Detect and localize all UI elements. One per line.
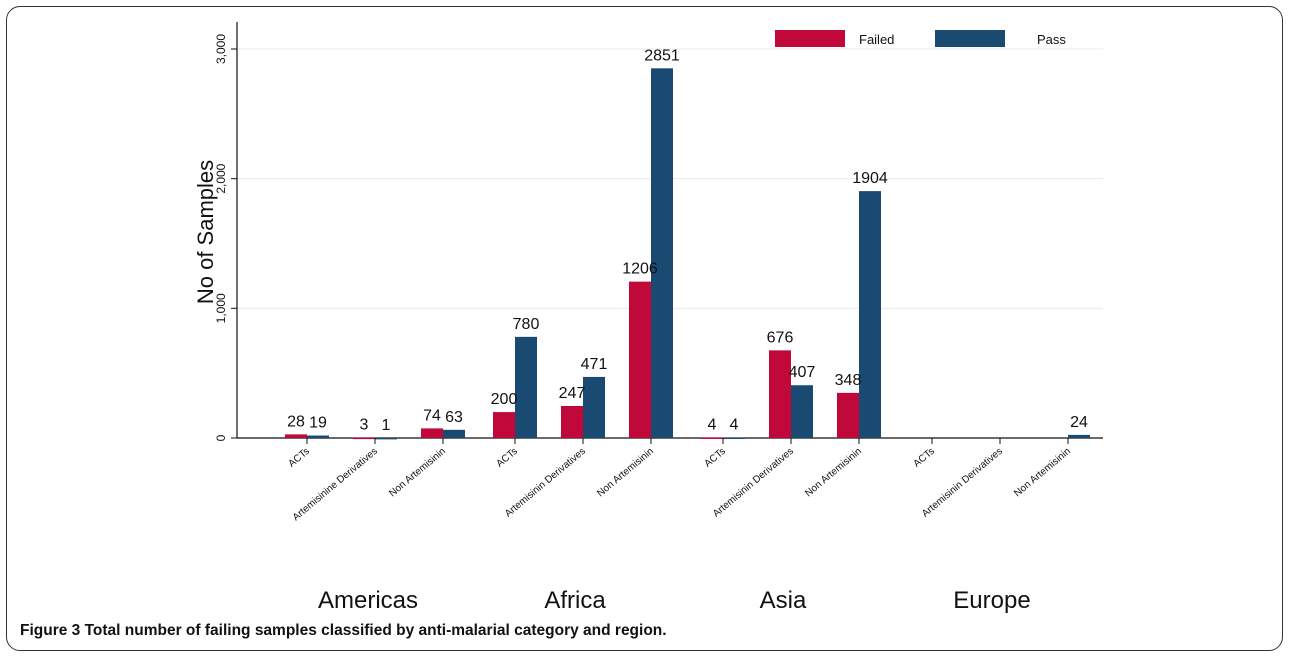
data-label-failed: 200	[491, 391, 518, 408]
bar-pass	[515, 336, 537, 438]
data-label-pass: 4	[730, 416, 739, 433]
bar-pass	[1068, 434, 1090, 438]
data-label-pass: 407	[789, 364, 816, 381]
y-tick-label: 3,000	[214, 34, 228, 64]
bar-failed	[493, 412, 515, 438]
bar-pass	[375, 437, 397, 440]
bar-failed	[837, 392, 859, 438]
data-label-pass: 2851	[644, 47, 680, 64]
data-label-failed: 3	[360, 417, 369, 434]
x-tick-label: Non Artemisinin	[1012, 446, 1073, 499]
data-label-pass: 471	[581, 356, 608, 373]
bar-pass	[443, 429, 465, 438]
data-label-pass: 19	[309, 415, 327, 432]
group-label: Americas	[318, 587, 418, 614]
y-tick-label: 1,000	[214, 293, 228, 323]
bar-pass	[791, 385, 813, 438]
data-label-failed: 348	[835, 372, 862, 389]
data-label-failed: 1206	[622, 261, 658, 278]
figure-caption-text: Total number of failing samples classifi…	[84, 622, 667, 639]
bar-chart: 0 1,000 2,000 3,000 28 19 3 1 74 63 200 780 247 471 1…	[193, 22, 1103, 614]
bar-failed	[769, 350, 791, 438]
data-labels: 28 19 3 1 74 63 200 780 247 471 1206 2851 4 4 676 407 34…	[287, 47, 1088, 434]
x-tick-label: ACTs	[287, 446, 312, 470]
bar-pass	[583, 376, 605, 438]
figure-caption: Figure 3 Total number of failing samples…	[20, 622, 667, 640]
bar-failed	[421, 428, 443, 438]
bar-pass	[859, 191, 881, 438]
y-tick-label: 0	[214, 434, 228, 441]
data-label-pass: 1904	[852, 170, 888, 187]
x-tick-label: Non Artemisinin	[387, 446, 448, 499]
x-tick-label: Non Artemisinin	[803, 446, 864, 499]
x-tick-label: ACTs	[495, 446, 520, 470]
x-tick-label: Non Artemisinin	[595, 446, 656, 499]
bar-pass	[651, 68, 673, 438]
legend-swatch-pass	[935, 30, 1005, 47]
figure-frame	[6, 6, 1283, 651]
data-label-failed: 676	[767, 329, 794, 346]
bar-failed	[285, 434, 307, 438]
data-label-pass: 24	[1070, 414, 1088, 431]
y-axis-label: No of Samples	[193, 160, 218, 304]
legend-label-failed: Failed	[859, 32, 894, 47]
bars	[285, 68, 1090, 440]
legend-swatch-failed	[775, 30, 845, 47]
group-label: Africa	[544, 587, 606, 614]
x-tick-label: ACTs	[703, 446, 728, 470]
bar-failed	[629, 281, 651, 438]
bar-pass	[307, 435, 329, 438]
legend: Failed Pass	[775, 30, 1066, 47]
data-label-pass: 780	[513, 316, 540, 333]
data-label-failed: 74	[423, 407, 441, 424]
x-tick-label: ACTs	[912, 446, 937, 470]
data-label-failed: 247	[559, 385, 586, 402]
group-labels: Americas Africa Asia Europe	[318, 587, 1031, 614]
data-label-failed: 4	[708, 416, 717, 433]
group-label: Europe	[953, 587, 1030, 614]
figure-label: Figure 3	[20, 622, 81, 639]
bar-pass	[723, 437, 745, 439]
data-label-pass: 1	[382, 417, 391, 434]
legend-label-pass: Pass	[1037, 32, 1066, 47]
bar-failed	[353, 437, 375, 440]
bar-failed	[701, 437, 723, 439]
data-label-pass: 63	[445, 409, 463, 426]
y-tick-label: 2,000	[214, 163, 228, 193]
group-label: Asia	[760, 587, 807, 614]
bar-failed	[561, 405, 583, 438]
data-label-failed: 28	[287, 413, 305, 430]
